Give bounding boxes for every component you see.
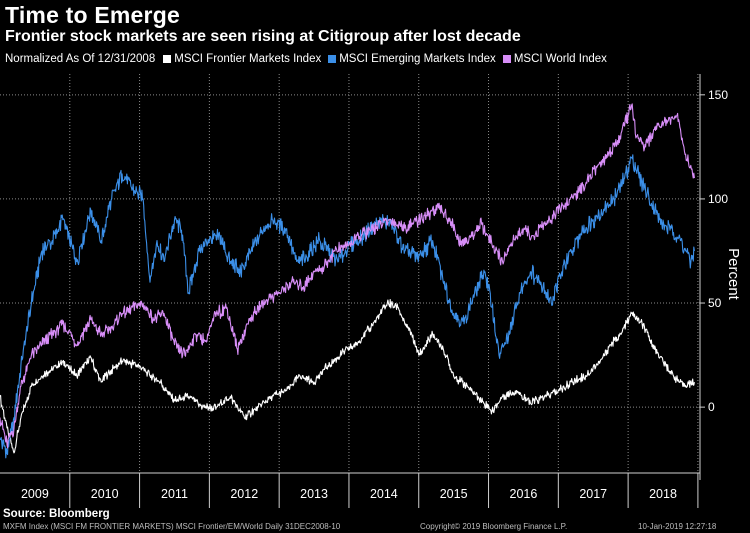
series-lines <box>0 103 695 459</box>
legend-item-world: MSCI World Index <box>502 53 607 65</box>
x-tick-label-2010: 2010 <box>91 487 119 501</box>
series-line-emerging <box>0 154 695 459</box>
x-tick-label-2015: 2015 <box>440 487 468 501</box>
legend-normalized-note: Normalized As Of 12/31/2008 <box>5 53 156 65</box>
legend-swatch-emerging <box>328 55 337 63</box>
y-tick-label-100: 100 <box>708 192 728 206</box>
y-tick-label-0: 0 <box>708 400 715 414</box>
series-line-frontier <box>0 299 695 454</box>
footer-timestamp: 10-Jan-2019 12:27:18 <box>638 522 717 531</box>
x-tick-label-2011: 2011 <box>161 487 188 501</box>
legend: Normalized As Of 12/31/2008 MSCI Frontie… <box>5 53 614 65</box>
y-axis-label: Percent <box>725 248 742 301</box>
chart-subtitle: Frontier stock markets are seen rising a… <box>5 28 521 45</box>
x-tick-label-2016: 2016 <box>510 487 538 501</box>
x-tick-label-2009: 2009 <box>21 487 49 501</box>
legend-item-frontier: MSCI Frontier Markets Index <box>163 53 321 65</box>
x-tick-label-2012: 2012 <box>230 487 258 501</box>
y-tick-label-50: 50 <box>708 296 722 310</box>
y-tick-label-150: 150 <box>708 88 728 102</box>
gridlines <box>0 74 700 473</box>
legend-label-world: MSCI World Index <box>513 53 607 65</box>
source-note: Source: Bloomberg <box>3 508 110 520</box>
legend-label-emerging: MSCI Emerging Markets Index <box>339 53 496 65</box>
x-tick-label-2013: 2013 <box>300 487 328 501</box>
legend-swatch-frontier <box>163 55 172 63</box>
legend-swatch-world <box>502 55 511 63</box>
chart-title: Time to Emerge <box>5 2 180 28</box>
y-axis: 0 50 100 150 <box>699 74 728 480</box>
series-line-world <box>0 103 695 449</box>
footer-copyright: Copyright© 2019 Bloomberg Finance L.P. <box>420 522 568 531</box>
x-tick-label-2014: 2014 <box>370 487 398 501</box>
x-axis-ticks: 2009 2010 2011 2012 2013 2014 2015 2016 2017 2018 <box>0 472 700 508</box>
x-tick-label-2017: 2017 <box>579 487 607 501</box>
footer-index-info: MXFM Index (MSCI FM FRONTIER MARKETS) MS… <box>3 522 341 531</box>
legend-item-emerging: MSCI Emerging Markets Index <box>328 53 496 65</box>
legend-label-frontier: MSCI Frontier Markets Index <box>174 53 322 65</box>
x-tick-label-2018: 2018 <box>649 487 677 501</box>
